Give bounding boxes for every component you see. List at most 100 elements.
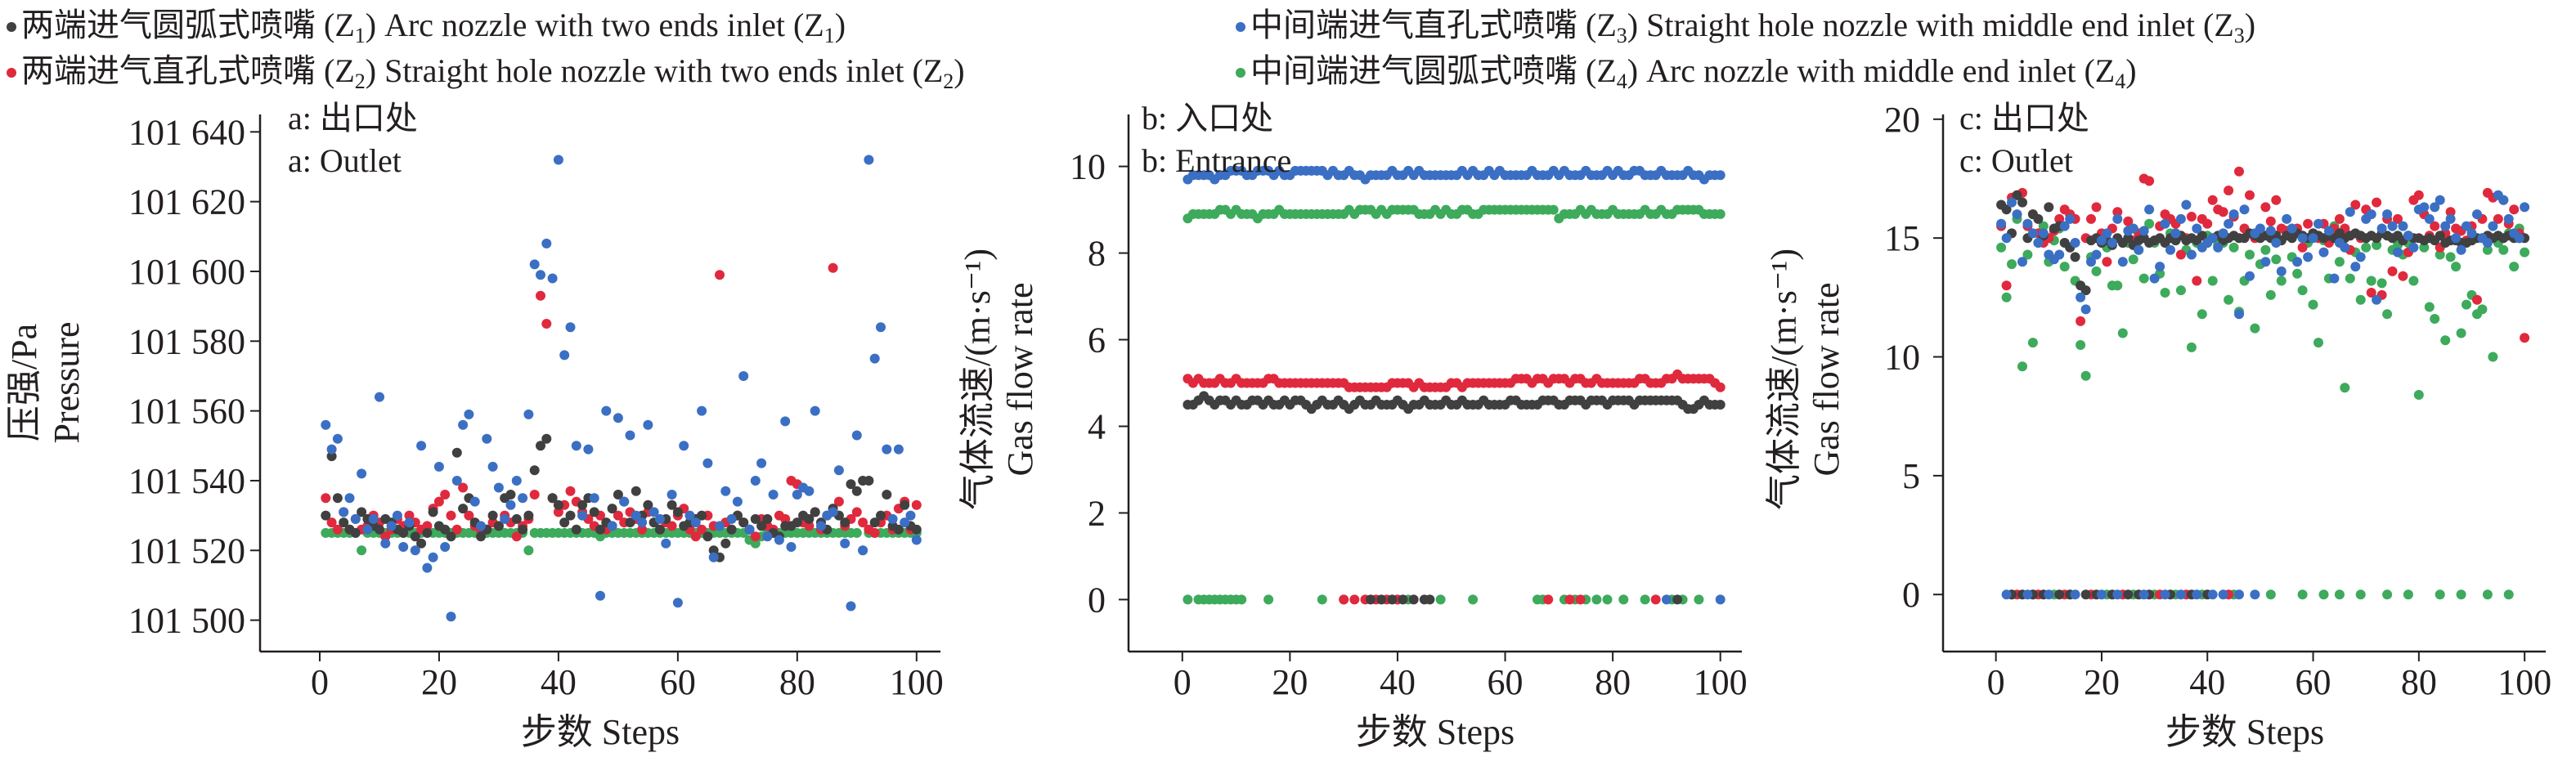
- data-point-z4: [2355, 589, 2366, 600]
- data-point-z2: [1575, 594, 1586, 605]
- data-point-z3: [511, 476, 522, 486]
- data-point-z2: [2123, 216, 2134, 226]
- data-point-z2: [833, 496, 844, 507]
- data-point-z1: [2197, 231, 2207, 241]
- data-point-z1: [1715, 400, 1726, 410]
- data-point-z2: [2413, 190, 2424, 200]
- data-point-z3: [2134, 244, 2144, 255]
- data-point-z4: [2076, 340, 2086, 350]
- data-point-z3: [2096, 589, 2107, 600]
- data-point-z3: [2170, 228, 2181, 239]
- data-point-z1: [589, 507, 599, 517]
- data-point-z3: [2445, 213, 2456, 224]
- data-point-z2: [1339, 594, 1349, 605]
- data-point-z3: [2175, 213, 2186, 224]
- data-point-z1: [672, 507, 683, 517]
- data-point-z3: [458, 419, 469, 430]
- data-point-z3: [440, 542, 451, 552]
- data-point-z1: [440, 524, 451, 535]
- data-point-z4: [2128, 254, 2138, 265]
- data-point-z3: [2112, 589, 2123, 600]
- data-point-z3: [2138, 226, 2149, 236]
- data-point-z3: [2186, 249, 2197, 260]
- legend-zh-z1: 两端进气圆弧式喷嘴: [21, 7, 316, 43]
- data-point-z2: [2224, 186, 2234, 195]
- data-point-z3: [2054, 249, 2065, 260]
- data-point-z3: [2059, 221, 2070, 231]
- data-point-z3: [786, 542, 797, 552]
- data-point-z3: [362, 524, 373, 535]
- data-point-z3: [446, 611, 456, 622]
- data-point-z3: [1996, 218, 2007, 229]
- data-point-z3: [2345, 207, 2355, 217]
- data-point-z3: [2192, 589, 2202, 600]
- data-point-z3: [715, 521, 725, 531]
- data-point-z2: [2112, 207, 2123, 217]
- series-z4: [1183, 204, 1726, 605]
- data-point-z3: [792, 490, 802, 499]
- y-tick-label: 101 580: [128, 321, 245, 361]
- data-point-z3: [864, 155, 874, 165]
- data-point-z3: [410, 545, 420, 556]
- data-point-z2: [2076, 316, 2086, 326]
- data-point-z2: [2445, 207, 2456, 217]
- data-point-z2: [666, 521, 677, 531]
- data-point-z3: [774, 535, 784, 545]
- data-point-z4: [2334, 257, 2345, 267]
- data-point-z3: [2398, 221, 2408, 231]
- data-point-z4: [1715, 208, 1726, 219]
- data-point-z4: [2207, 275, 2218, 286]
- data-point-z1: [840, 517, 850, 528]
- data-point-z1: [458, 504, 469, 514]
- data-point-z4: [2027, 338, 2038, 348]
- data-point-z3: [2160, 218, 2170, 229]
- data-point-z3: [2382, 209, 2393, 220]
- data-point-z4: [2520, 247, 2530, 258]
- data-point-z2: [511, 531, 522, 542]
- chart-panel-a: 0 20 40 60 80 100 101 500 101 520 101 540 101 560…: [4, 100, 944, 752]
- svg-text:两端进气直孔式喷嘴(Z2) Straight hole no: 两端进气直孔式喷嘴 (Z2) Straight hole nozzle with …: [21, 52, 965, 93]
- data-point-z4: [2001, 292, 2012, 302]
- data-point-z3: [732, 496, 743, 507]
- data-point-z3: [2435, 195, 2445, 205]
- data-point-z4: [2376, 278, 2387, 289]
- data-point-z3: [2503, 213, 2514, 224]
- data-point-z2: [637, 524, 648, 535]
- data-point-z1: [446, 531, 456, 542]
- data-point-z4: [1317, 594, 1327, 605]
- data-point-z4: [2276, 275, 2287, 286]
- data-point-z1: [750, 513, 761, 524]
- data-point-z1: [738, 517, 749, 528]
- data-point-z3: [893, 444, 904, 455]
- data-point-z2: [851, 507, 862, 517]
- data-point-z1: [631, 486, 641, 496]
- data-point-z1: [553, 499, 563, 510]
- y-tick-label: 10: [1884, 338, 1920, 378]
- plot-area-c: 0 20 40 60 80 100 0 5 10 15 20: [1884, 100, 2551, 702]
- data-point-z3: [2234, 589, 2244, 600]
- data-point-z2: [2393, 213, 2403, 224]
- data-point-z1: [756, 521, 767, 531]
- data-point-z3: [625, 430, 635, 441]
- data-point-z4: [851, 527, 862, 538]
- data-point-z3: [2318, 247, 2329, 258]
- data-point-z2: [2102, 257, 2112, 267]
- data-point-z4: [2297, 285, 2308, 296]
- panel-title-zh-c: c: 出口处: [1959, 100, 2089, 137]
- data-point-z3: [2366, 209, 2376, 220]
- data-point-z3: [655, 513, 665, 524]
- data-point-z3: [846, 601, 856, 611]
- y-tick-label: 0: [1088, 580, 1106, 620]
- data-point-z3: [2308, 233, 2318, 244]
- data-point-z3: [2403, 231, 2413, 241]
- data-point-z4: [357, 545, 367, 556]
- data-point-z2: [332, 524, 343, 535]
- data-point-z3: [422, 562, 433, 573]
- data-point-z3: [2181, 199, 2192, 210]
- data-point-z3: [2239, 204, 2250, 215]
- data-point-z4: [2313, 338, 2323, 348]
- data-point-z2: [858, 517, 868, 528]
- data-point-z2: [2175, 249, 2186, 260]
- data-point-z3: [2287, 223, 2297, 234]
- x-tick-label: 0: [311, 662, 329, 702]
